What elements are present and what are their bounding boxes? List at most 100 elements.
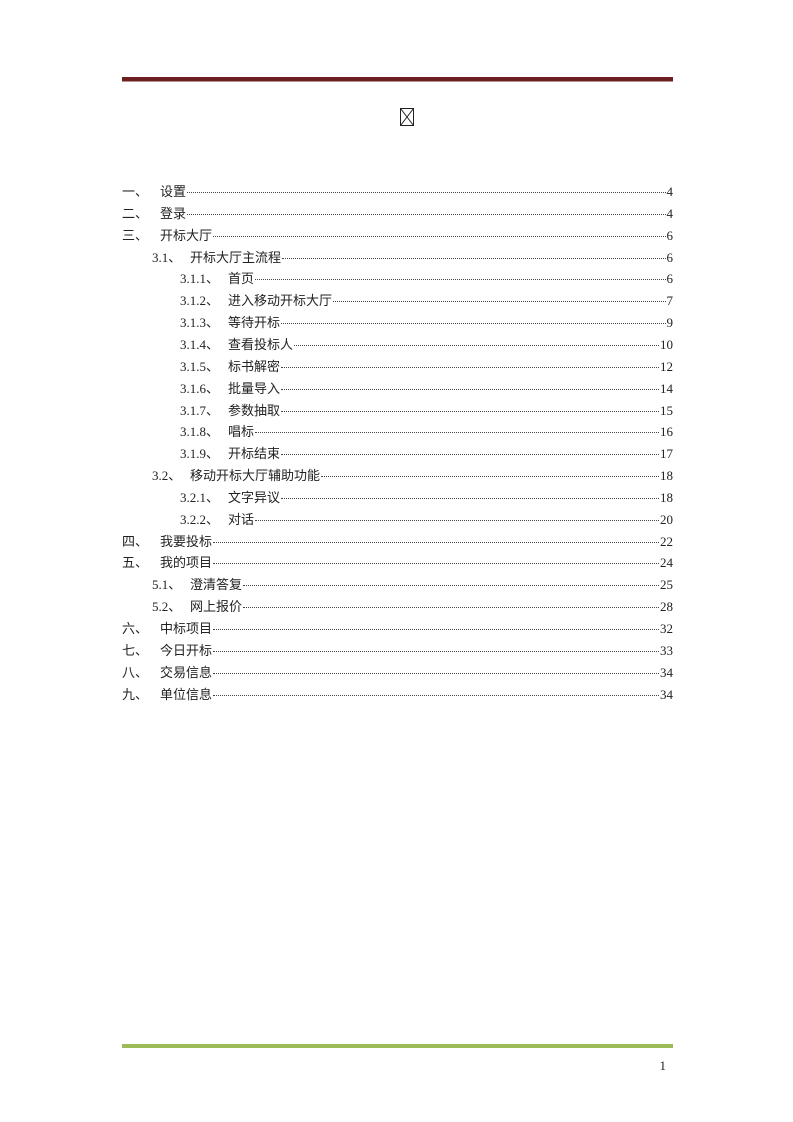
dot-leader xyxy=(213,629,659,630)
toc-entry-title: 开标大厅主流程 xyxy=(190,249,282,265)
toc-entry-number: 3.2、 xyxy=(152,468,182,484)
toc-entry[interactable]: 3.1.9、 开标结束 17 xyxy=(180,443,673,463)
toc-entry[interactable]: 七、 今日开标 33 xyxy=(122,640,673,660)
toc-entry-page: 18 xyxy=(660,468,673,484)
toc-entry-page: 12 xyxy=(660,358,673,374)
toc-entry-title: 首页 xyxy=(228,271,255,287)
toc-entry[interactable]: 3.1.3、 等待开标 9 xyxy=(180,312,673,332)
toc-entry-page: 18 xyxy=(660,489,673,505)
toc-entry-number: 3.1.1、 xyxy=(180,271,220,287)
dot-leader xyxy=(294,344,659,346)
toc-entry-number: 七、 xyxy=(122,642,149,658)
dot-leader xyxy=(213,650,659,652)
toc-entry-number: 四、 xyxy=(122,533,149,549)
toc-entry-page: 4 xyxy=(666,184,674,199)
toc-entry[interactable]: 九、 单位信息 34 xyxy=(122,684,673,704)
toc-entry-page: 6 xyxy=(666,249,674,265)
toc-entry-title: 移动开标大厅辅助功能 xyxy=(190,468,321,484)
toc-entry[interactable]: 五、 我的项目 24 xyxy=(122,552,673,572)
toc-entry-page: 34 xyxy=(660,686,673,702)
toc-entry-title: 今日开标 xyxy=(160,642,213,658)
toc-entry-title: 开标大厅 xyxy=(160,227,213,243)
dot-leader xyxy=(281,366,659,368)
toc-entry-page: 25 xyxy=(660,577,673,593)
toc-entry-page: 4 xyxy=(666,205,674,221)
toc-entry[interactable]: 3.2.1、 文字异议 18 xyxy=(180,487,673,507)
page-number: 1 xyxy=(659,1058,667,1073)
dot-leader xyxy=(187,213,666,215)
toc-entry[interactable]: 3.1.8、 唱标 16 xyxy=(180,421,673,441)
toc-entry[interactable]: 3.1.1、 首页 6 xyxy=(180,268,673,288)
toc-entry-number: 5.1、 xyxy=(152,577,182,593)
toc-entry-title: 文字异议 xyxy=(228,489,281,505)
toc-entry[interactable]: 5.1、 澄清答复 25 xyxy=(152,574,673,594)
toc-entry-page: 7 xyxy=(666,293,674,309)
toc-entry[interactable]: 3.1.4、 查看投标人 10 xyxy=(180,334,673,354)
dot-leader xyxy=(281,454,659,456)
toc-entry-title: 交易信息 xyxy=(160,664,213,680)
toc-entry-page: 10 xyxy=(660,336,673,352)
toc-entry-number: 3.1.4、 xyxy=(180,336,220,352)
toc-entry-page: 33 xyxy=(660,642,673,658)
toc-entry[interactable]: 5.2、 网上报价 28 xyxy=(152,596,673,616)
toc-entry[interactable]: 六、 中标项目 32 xyxy=(122,618,673,638)
toc-entry-page: 34 xyxy=(660,664,673,680)
toc-entry-title: 标书解密 xyxy=(228,358,281,374)
dot-leader xyxy=(213,541,659,543)
toc-entry-page: 32 xyxy=(660,621,673,636)
toc-entry-number: 3.1.7、 xyxy=(180,402,220,418)
toc-entry-number: 九、 xyxy=(122,686,149,702)
toc-entry-number: 八、 xyxy=(122,664,149,680)
toc-entry-page: 15 xyxy=(660,402,673,418)
toc-entry-title: 中标项目 xyxy=(160,621,213,636)
toc-entry-number: 3.1.9、 xyxy=(180,446,220,462)
dot-leader xyxy=(243,607,659,609)
toc-entry[interactable]: 3.1.2、 进入移动开标大厅 7 xyxy=(180,290,673,310)
toc-entry[interactable]: 3.2、 移动开标大厅辅助功能 18 xyxy=(152,465,673,485)
toc-entry-page: 9 xyxy=(666,315,674,331)
toc-entry-number: 二、 xyxy=(122,205,149,221)
dot-leader xyxy=(281,410,659,412)
toc-entry-number: 3.1、 xyxy=(152,249,182,265)
toc-entry-title: 单位信息 xyxy=(160,686,213,702)
toc-entry[interactable]: 3.2.2、 对话 20 xyxy=(180,509,673,529)
toc-entry-title: 设置 xyxy=(160,184,187,199)
toc-entry[interactable]: 二、 登录 4 xyxy=(122,203,673,223)
toc-entry-number: 五、 xyxy=(122,555,149,571)
toc-entry[interactable]: 3.1.6、 批量导入 14 xyxy=(180,378,673,398)
toc-entry-page: 6 xyxy=(666,271,674,287)
toc-entry-page: 14 xyxy=(660,380,673,396)
dot-leader xyxy=(255,519,659,521)
toc-entry[interactable]: 3.1、 开标大厅主流程 6 xyxy=(152,247,673,267)
footer-rule xyxy=(122,1044,673,1048)
toc-entry-title: 唱标 xyxy=(228,424,255,440)
dot-leader xyxy=(187,192,666,193)
toc-entry-number: 3.2.1、 xyxy=(180,489,220,505)
toc-entry-number: 三、 xyxy=(122,227,149,243)
toc-entry-title: 登录 xyxy=(160,205,187,221)
toc-entry-title: 网上报价 xyxy=(190,599,243,615)
toc-entry-page: 16 xyxy=(660,424,673,440)
toc-entry-page: 20 xyxy=(660,511,673,527)
dot-leader xyxy=(281,388,659,390)
toc-entry-title: 澄清答复 xyxy=(190,577,243,593)
dot-leader xyxy=(213,672,659,674)
toc-entry-title: 开标结束 xyxy=(228,446,281,462)
toc-entry[interactable]: 一、 设置 4 xyxy=(122,181,673,201)
toc-entry-number: 5.2、 xyxy=(152,599,182,615)
header-rule xyxy=(122,77,673,82)
toc-entry[interactable]: 三、 开标大厅 6 xyxy=(122,225,673,245)
toc-entry[interactable]: 3.1.5、 标书解密 12 xyxy=(180,356,673,376)
toc-entry[interactable]: 四、 我要投标 22 xyxy=(122,531,673,551)
toc-entry-page: 17 xyxy=(660,446,673,462)
dot-leader xyxy=(281,497,659,499)
dot-leader xyxy=(321,476,659,478)
toc-entry-number: 3.1.2、 xyxy=(180,293,220,309)
toc-entry[interactable]: 3.1.7、 参数抽取 15 xyxy=(180,400,673,420)
toc-entry[interactable]: 八、 交易信息 34 xyxy=(122,662,673,682)
dot-leader xyxy=(281,323,666,325)
dot-leader xyxy=(213,694,659,696)
toc-entry-page: 28 xyxy=(660,599,673,615)
toc-entry-page: 22 xyxy=(660,533,673,549)
